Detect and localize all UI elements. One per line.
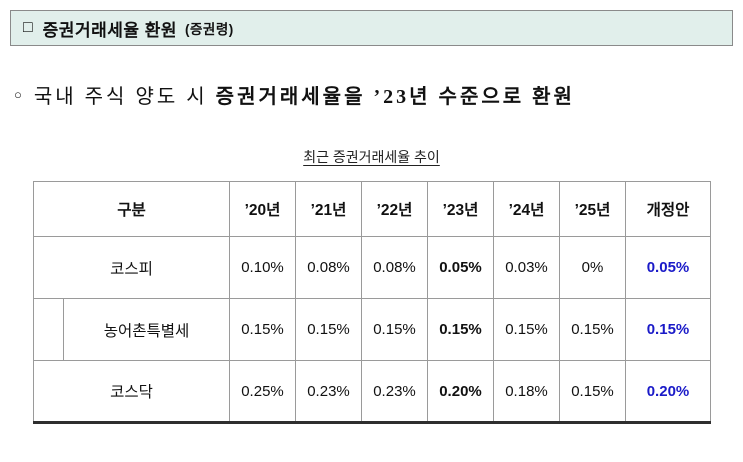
rate-cell: 0.15% [493, 298, 560, 361]
rate-cell-revision: 0.20% [625, 360, 711, 423]
bullet-text-lead: 국내 주식 양도 시 [33, 86, 216, 108]
rate-cell: 0.10% [229, 236, 296, 299]
column-header-revision: 개정안 [625, 181, 711, 237]
column-header-2022: ’22년 [361, 181, 428, 237]
rate-cell: 0.23% [361, 360, 428, 423]
rate-cell-revision: 0.15% [625, 298, 711, 361]
column-header-2023: ’23년 [427, 181, 494, 237]
rate-cell-2023: 0.20% [427, 360, 494, 423]
rate-cell-revision: 0.05% [625, 236, 711, 299]
bullet-text-emphasis-tax-rate: 증권거래세율을 [215, 86, 366, 108]
table-row-kospi: 코스피 0.10% 0.08% 0.08% 0.05% 0.03% 0% 0.0… [33, 236, 711, 299]
rate-cell: 0.25% [229, 360, 296, 423]
table-caption: 최근 증권거래세율 추이 [303, 149, 440, 165]
column-header-2024: ’24년 [493, 181, 560, 237]
indent-cell [33, 298, 64, 361]
column-header-2025: ’25년 [559, 181, 626, 237]
row-label-rural-special-tax: 농어촌특별세 [63, 298, 230, 361]
row-label-kospi: 코스피 [33, 236, 230, 299]
row-label-kosdaq: 코스닥 [33, 360, 230, 423]
rate-cell-2023: 0.15% [427, 298, 494, 361]
column-header-2021: ’21년 [295, 181, 362, 237]
table-row-rural-special-tax: 농어촌특별세 0.15% 0.15% 0.15% 0.15% 0.15% 0.1… [33, 298, 711, 361]
checkbox-square-icon: □ [23, 19, 33, 36]
table-row-kosdaq: 코스닥 0.25% 0.23% 0.23% 0.20% 0.18% 0.15% … [33, 360, 711, 423]
circle-bullet-icon: ○ [14, 86, 22, 102]
bullet-line: ○ 국내 주식 양도 시 증권거래세율을 ’23년 수준으로 환원 [14, 80, 743, 109]
rate-cell: 0.08% [295, 236, 362, 299]
rate-cell: 0.15% [229, 298, 296, 361]
table-header-row: 구분 ’20년 ’21년 ’22년 ’23년 ’24년 ’25년 개정안 [33, 181, 711, 237]
rate-cell: 0.15% [295, 298, 362, 361]
law-reference: (증권령) [185, 22, 234, 37]
column-header-category: 구분 [33, 181, 230, 237]
bullet-text-emphasis-restore: ’23년 수준으로 환원 [365, 86, 575, 108]
rate-cell: 0.08% [361, 236, 428, 299]
section-title: 증권거래세율 환원 [42, 20, 178, 40]
section-heading-bar: □ 증권거래세율 환원 (증권령) [10, 10, 733, 46]
rate-cell: 0.23% [295, 360, 362, 423]
rate-cell-2023: 0.05% [427, 236, 494, 299]
tax-rate-table: 구분 ’20년 ’21년 ’22년 ’23년 ’24년 ’25년 개정안 코스피… [33, 181, 711, 424]
rate-cell: 0.03% [493, 236, 560, 299]
rate-cell: 0.18% [493, 360, 560, 423]
rate-cell: 0.15% [361, 298, 428, 361]
rate-cell: 0.15% [559, 298, 626, 361]
rate-cell: 0% [559, 236, 626, 299]
column-header-2020: ’20년 [229, 181, 296, 237]
rate-cell: 0.15% [559, 360, 626, 423]
